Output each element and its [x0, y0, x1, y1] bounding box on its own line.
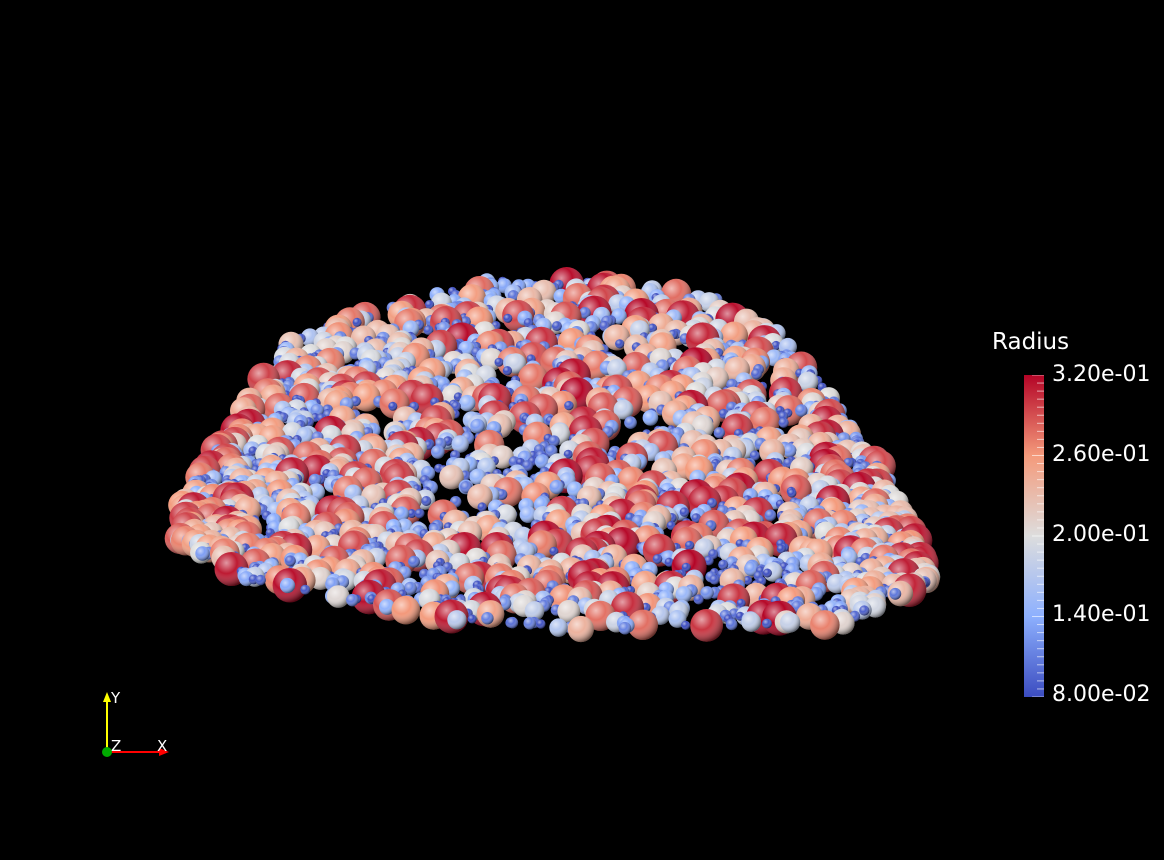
particle-shading	[764, 509, 777, 521]
particle-shading	[388, 401, 398, 411]
particle-shading	[615, 339, 625, 349]
particle-shading	[459, 394, 476, 412]
particle-shading	[787, 488, 797, 498]
particle-shading	[503, 313, 513, 323]
particle-shading	[551, 321, 562, 332]
particle-shading	[470, 418, 485, 434]
particle-shading	[642, 410, 659, 426]
particle-shading	[423, 325, 434, 335]
particle-shading	[502, 366, 512, 376]
particle-shading	[431, 445, 445, 459]
particle-shading	[548, 435, 560, 447]
particle-shading	[564, 400, 574, 411]
particle-shading	[771, 340, 781, 351]
particle-shading	[549, 479, 564, 495]
particle-shading	[797, 371, 819, 392]
particle-shading	[414, 508, 425, 519]
particle-shading	[352, 317, 362, 327]
particle-shading	[607, 358, 627, 379]
particle-shading	[679, 507, 690, 517]
particle-shading	[647, 323, 658, 333]
particle-shading	[424, 300, 435, 310]
particle-shading	[751, 368, 762, 380]
particle-shading	[713, 427, 725, 439]
particle-shading	[477, 502, 487, 512]
particle-shading	[624, 416, 637, 429]
particle-shading	[778, 417, 789, 428]
particle-shading	[579, 307, 591, 319]
particle-shading	[451, 435, 469, 453]
particle-shading	[494, 357, 504, 367]
particle-shading	[421, 496, 432, 506]
